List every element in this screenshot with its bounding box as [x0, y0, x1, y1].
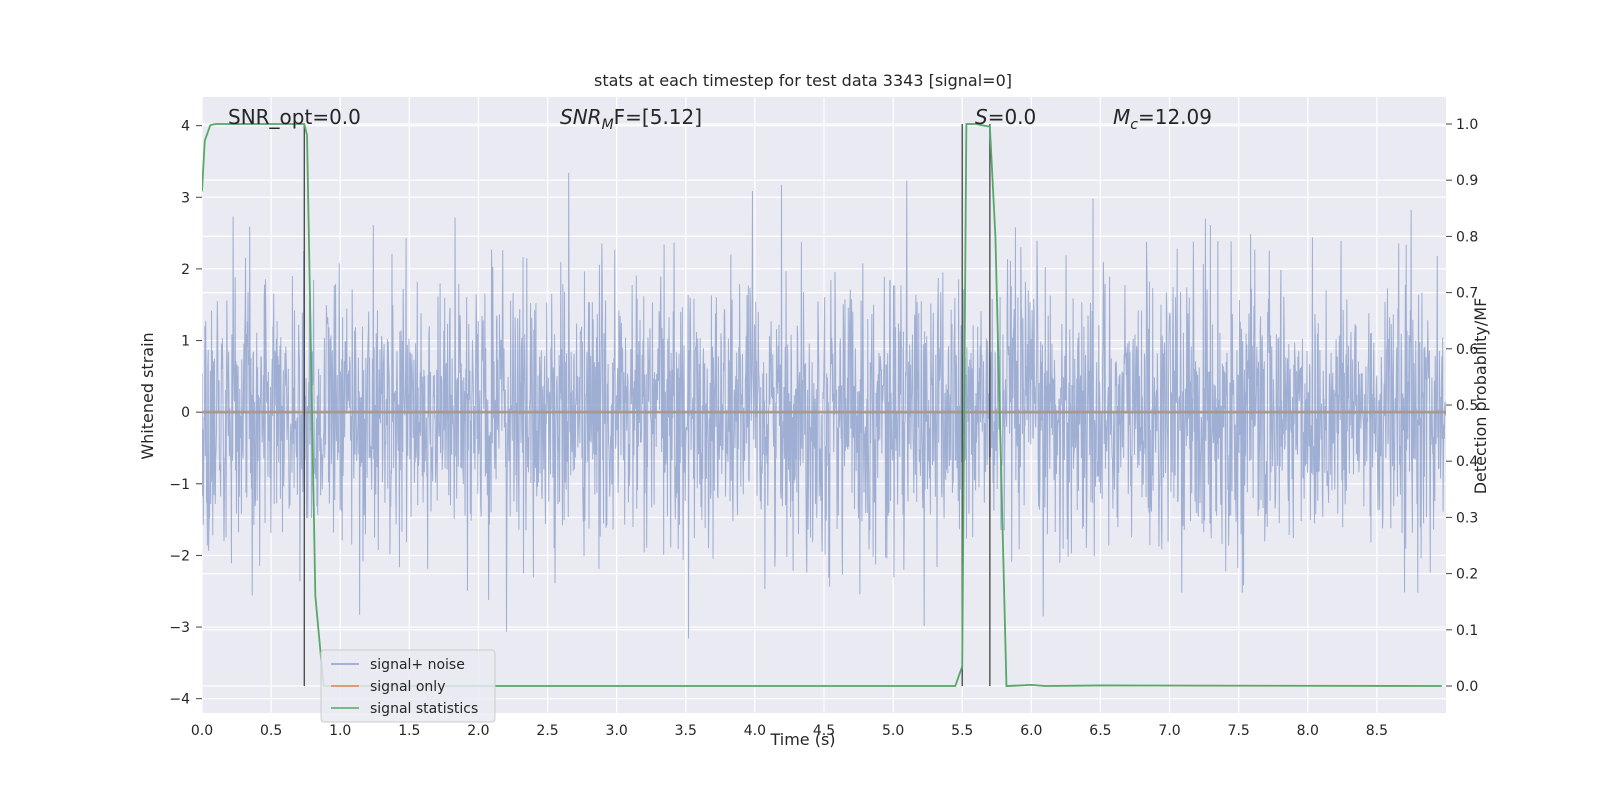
signal-statistics-series [202, 123, 1442, 687]
x-axis-label: Time (s) [769, 730, 835, 749]
right-tick-label: 1.0 [1456, 117, 1478, 133]
x-tick-label: 3.5 [675, 723, 697, 739]
signal-statistics-line [202, 123, 1442, 687]
left-tick-label: −3 [169, 620, 190, 636]
x-tick-label: 5.0 [882, 723, 904, 739]
x-tick-label: 0.0 [191, 723, 213, 739]
left-y-axis-label: Whitened strain [138, 332, 157, 459]
right-tick-label: 0.1 [1456, 623, 1478, 639]
right-tick-label: 0.6 [1456, 342, 1478, 358]
x-tick-label: 8.5 [1366, 723, 1388, 739]
left-tick-label: −1 [169, 477, 190, 493]
right-tick-label: 0.5 [1456, 398, 1478, 414]
legend: signal+ noise signal only signal statist… [320, 649, 496, 723]
signal-noise-line [202, 172, 1446, 639]
right-tick-label: 0.7 [1456, 286, 1478, 302]
x-tick-label: 4.0 [744, 723, 766, 739]
left-tick-label: 4 [181, 119, 190, 135]
mc-annotation: Mc=12.09 [1113, 105, 1212, 133]
right-tick-label: 0.4 [1456, 454, 1478, 470]
x-tick-label: 0.5 [260, 723, 282, 739]
x-tick-label: 2.0 [467, 723, 489, 739]
legend-label-noise: signal+ noise [370, 657, 465, 673]
right-tick-label: 0.9 [1456, 173, 1478, 189]
x-tick-label: 6.0 [1020, 723, 1042, 739]
right-axis-ticks: 1.0 0.9 0.8 0.7 0.6 0.5 0.4 0.3 0.2 0.1 0.0 [1446, 117, 1478, 695]
left-tick-label: −2 [169, 548, 190, 564]
right-y-axis-label: Detection probability/MF [1471, 298, 1490, 495]
signal-noise-series [202, 172, 1446, 639]
x-axis-ticks: 0.0 0.5 1.0 1.5 2.0 2.5 3.0 3.5 4.0 4.5 5.0 5.5 6.0 6… [191, 723, 1388, 739]
x-tick-label: 7.0 [1158, 723, 1180, 739]
x-tick-label: 3.0 [606, 723, 628, 739]
x-tick-label: 2.5 [536, 723, 558, 739]
left-tick-label: 3 [181, 190, 190, 206]
left-tick-label: 2 [181, 262, 190, 278]
left-tick-label: 1 [181, 334, 190, 350]
snr-mf-annotation: SNRMF=[5.12] [560, 105, 702, 133]
legend-label-statistics: signal statistics [370, 701, 478, 717]
right-tick-label: 0.8 [1456, 229, 1478, 245]
s-annotation: S=0.0 [975, 105, 1036, 129]
left-tick-label: −4 [169, 692, 190, 708]
x-tick-label: 1.5 [398, 723, 420, 739]
left-tick-label: 0 [181, 405, 190, 421]
right-tick-label: 0.2 [1456, 567, 1478, 583]
right-tick-label: 0.3 [1456, 510, 1478, 526]
right-tick-label: 0.0 [1456, 679, 1478, 695]
x-tick-label: 1.0 [329, 723, 351, 739]
snr-opt-annotation: SNR_opt=0.0 [228, 105, 361, 129]
legend-box [320, 649, 496, 723]
x-tick-label: 7.5 [1228, 723, 1250, 739]
x-tick-label: 4.5 [813, 723, 835, 739]
x-tick-label: 5.5 [951, 723, 973, 739]
left-axis-ticks: 4 3 2 1 0 −1 −2 −3 −4 [169, 119, 202, 708]
x-tick-label: 6.5 [1089, 723, 1111, 739]
chart-title: stats at each timestep for test data 334… [594, 71, 1012, 90]
x-tick-label: 8.0 [1297, 723, 1319, 739]
legend-label-signal-only: signal only [370, 679, 445, 695]
